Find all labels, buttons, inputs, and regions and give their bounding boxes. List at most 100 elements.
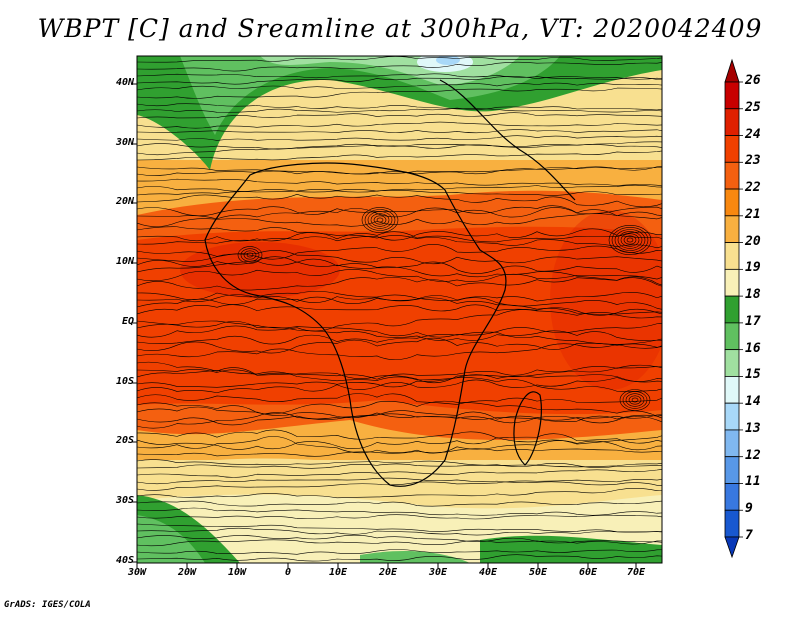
streamline (137, 309, 662, 338)
colorbar-label: 22 (745, 180, 761, 196)
vortex-streamline (370, 213, 390, 227)
colorbar-swatch (724, 295, 740, 324)
colorbar-swatch (724, 349, 740, 377)
vortex-streamline (620, 233, 640, 247)
lon-label: 10E (328, 567, 348, 578)
lat-label: EQ (121, 316, 134, 327)
colorbar-label: 21 (745, 206, 761, 222)
lon-label: 40E (478, 567, 498, 578)
vortex-streamline (631, 397, 639, 403)
colorbar-swatch (724, 483, 740, 511)
vortex-streamline (243, 250, 257, 260)
streamline (137, 231, 662, 243)
streamline (137, 534, 662, 545)
lon-label: 60E (578, 567, 598, 578)
vortex-streamline (611, 227, 649, 253)
colorbar-label: 20 (745, 233, 761, 249)
streamline (137, 143, 662, 156)
streamline (137, 479, 662, 491)
streamline (137, 228, 662, 245)
lat-label: 10N (115, 256, 134, 267)
colorbar-label: 23 (745, 153, 761, 169)
streamline (137, 103, 662, 113)
streamline (137, 406, 662, 422)
colorbar-swatch (724, 402, 740, 431)
vortex-streamline (608, 225, 652, 256)
streamline (137, 73, 662, 80)
colorbar-label: 13 (745, 420, 761, 436)
streamline (137, 488, 662, 499)
colorbar-swatch (724, 322, 740, 351)
streamline (137, 76, 662, 85)
colorbar-swatch (724, 188, 740, 217)
streamline (137, 56, 662, 63)
colorbar-label: 12 (745, 447, 761, 463)
lat-label: 40N (115, 77, 134, 88)
streamline (137, 337, 662, 354)
vortex-streamline (246, 252, 254, 258)
streamline (137, 429, 662, 444)
coastlines (204, 79, 576, 487)
streamline (137, 87, 662, 99)
colorbar-swatch (724, 429, 740, 458)
streamline (137, 448, 662, 457)
streamline (137, 320, 662, 338)
streamline (137, 539, 662, 547)
lat-label: 40S (115, 555, 134, 566)
streamline (137, 135, 662, 141)
streamline (137, 296, 662, 319)
lat-label: 20N (115, 196, 134, 207)
streamline (137, 468, 662, 478)
colorbar-swatch (724, 242, 740, 270)
streamline (137, 121, 662, 129)
vortex-streamline (376, 217, 384, 223)
streamline (137, 150, 662, 161)
streamline (137, 523, 662, 533)
plot-title: WBPT [C] and Sreamline at 300hPa, VT: 20… (37, 14, 763, 43)
colorbar-label: 24 (745, 126, 761, 142)
streamline (137, 178, 662, 187)
streamline (137, 205, 662, 220)
streamlines (137, 56, 662, 562)
streamline (137, 112, 662, 119)
lat-label: 30N (115, 137, 134, 148)
streamline (137, 393, 662, 405)
streamline (137, 507, 662, 516)
streamline (137, 435, 662, 450)
streamline (137, 226, 662, 249)
streamline (137, 82, 662, 91)
lat-label: 10S (115, 376, 134, 387)
streamline (137, 377, 662, 392)
colorbar-top-arrow (724, 58, 740, 83)
lon-label: 50E (528, 567, 548, 578)
streamline (137, 514, 662, 520)
map-frame (136, 55, 663, 564)
colorbar-swatch (724, 376, 740, 404)
colorbar-label: 26 (745, 73, 761, 88)
credit-text: GrADS: IGES/COLA (4, 600, 91, 610)
colorbar-swatch (724, 215, 740, 243)
vortex-streamline (361, 207, 399, 233)
colorbar-label: 7 (745, 528, 753, 543)
vortex-streamline (614, 229, 646, 251)
streamline (137, 304, 662, 316)
streamline (137, 477, 662, 486)
streamline (137, 463, 662, 469)
streamline (137, 369, 662, 383)
colorbar-label: 9 (745, 501, 753, 517)
wbpt-shading (137, 56, 662, 563)
vortex-streamline (622, 391, 648, 409)
colorbar-bottom-arrow (724, 536, 740, 559)
streamline (137, 410, 662, 429)
streamline (137, 361, 662, 380)
streamline (137, 549, 662, 555)
lon-label: 10W (227, 567, 247, 578)
colorbar (724, 58, 743, 559)
streamline (137, 527, 662, 536)
streamline (137, 413, 662, 426)
streamline (137, 106, 662, 113)
streamline (137, 166, 662, 175)
colorbar-label: 25 (745, 99, 761, 115)
lon-label: 30E (428, 567, 448, 578)
axis-ticks (132, 83, 637, 568)
